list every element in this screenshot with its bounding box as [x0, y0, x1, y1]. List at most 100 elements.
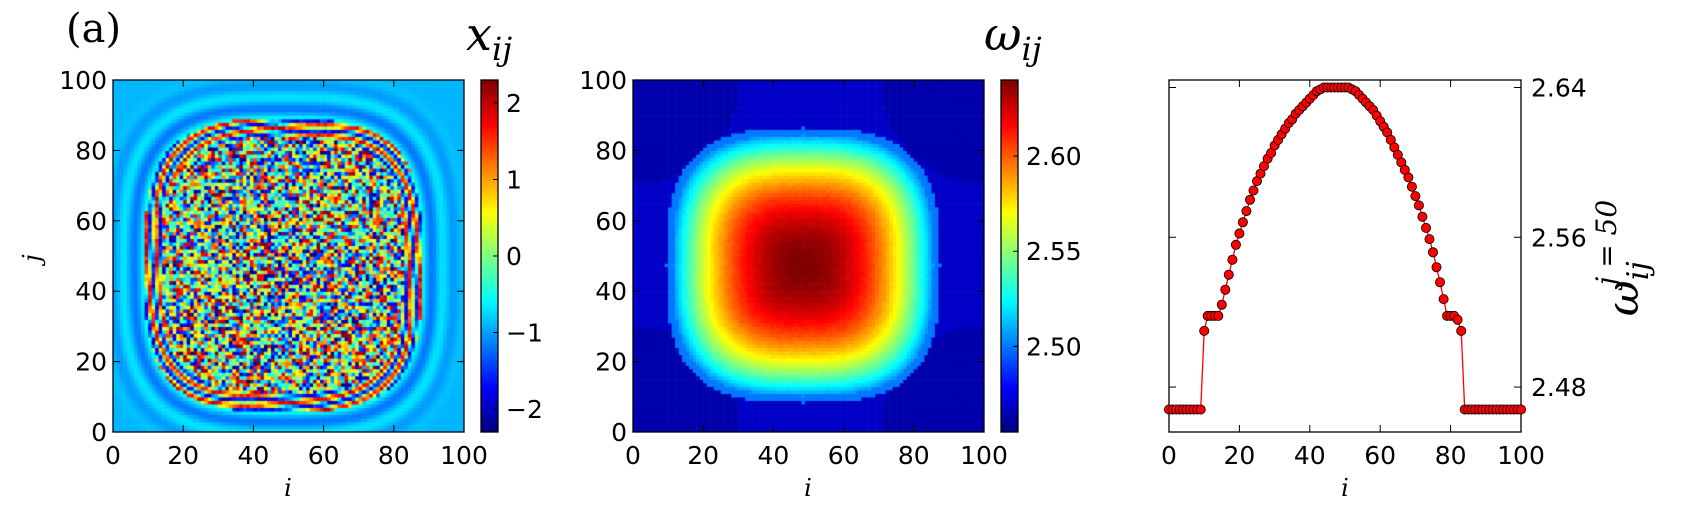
panel-line: 0 20 40 60 80 100 2.48 2.56 2.64 i ωijj = 50 [1161, 73, 1656, 502]
line-plot-frame [1168, 79, 1522, 433]
colorbar-tick-label: 2 [506, 89, 522, 118]
data-point [1245, 194, 1256, 205]
y-tick-label: 20 [595, 348, 627, 377]
y-tick-labels: 0 20 40 60 80 100 [59, 66, 464, 447]
x-tick-label: 100 [1497, 441, 1545, 470]
y-tick-label: 2.56 [1531, 223, 1587, 252]
data-point [1248, 185, 1259, 196]
heatmap-x-canvas [113, 80, 464, 432]
colorbar-tick-label: −2 [506, 395, 543, 424]
colorbar-x-canvas [481, 80, 498, 432]
data-point [1452, 314, 1463, 325]
heatmap-omega-container [633, 80, 984, 432]
panel-x: 0 20 40 60 80 100 0 20 40 60 80 100 i j −2 −1 0 1 2 xi… [18, 7, 543, 502]
y-tick-label: 0 [611, 418, 627, 447]
y-tick-label: 80 [75, 136, 107, 165]
x-tick-label: 20 [1223, 441, 1255, 470]
y-tick-label: 100 [579, 66, 627, 95]
heatmap-x-container [113, 80, 464, 432]
x-tick-label: 80 [378, 441, 410, 470]
x-tick-label: 20 [167, 441, 199, 470]
y-tick-labels: 2.48 2.56 2.64 [1169, 73, 1587, 402]
x-tick-label: 80 [898, 441, 930, 470]
data-point [1406, 181, 1417, 192]
x-tick-label: 100 [440, 441, 488, 470]
data-point [1413, 200, 1424, 211]
panel-omega: 0 20 40 60 80 100 0 20 40 60 80 100 i 2.50 2.55 2.60… [579, 7, 1081, 502]
colorbar-tick-label: 2.60 [1026, 142, 1082, 171]
colorbar-omega-frame [1000, 79, 1019, 433]
data-point [1230, 239, 1241, 250]
colorbar-tick-label: 2.50 [1026, 332, 1082, 361]
x-tick-label: 80 [1435, 441, 1467, 470]
data-point [1227, 254, 1238, 265]
data-point [1220, 284, 1231, 295]
y-tick-label: 80 [595, 136, 627, 165]
heatmap-omega-frame [632, 79, 985, 433]
heatmap-omega-canvas [633, 80, 984, 432]
colorbar-tick-label: 0 [506, 242, 522, 271]
data-point [1456, 325, 1467, 336]
data-point [1428, 247, 1439, 258]
data-point [1199, 325, 1210, 336]
x-tick-label: 0 [105, 441, 121, 470]
data-point [1403, 172, 1414, 183]
y-tick-label: 0 [91, 418, 107, 447]
y-tick-label: 20 [75, 348, 107, 377]
x-tick-label: 0 [1161, 441, 1177, 470]
y-tick-label: 40 [595, 277, 627, 306]
y-axis-label: ωijj = 50 [1590, 200, 1656, 316]
x-tick-labels: 0 20 40 60 80 100 [1161, 80, 1545, 470]
x-tick-label: 60 [828, 441, 860, 470]
y-tick-label: 60 [595, 207, 627, 236]
y-tick-label: 100 [59, 66, 107, 95]
colorbar-omega-tick-labels: 2.50 2.55 2.60 [1013, 142, 1082, 361]
x-tick-labels: 0 20 40 60 80 100 [105, 80, 488, 470]
colorbar-omega-canvas [1001, 80, 1018, 432]
y-tick-labels: 0 20 40 60 80 100 [579, 66, 984, 447]
x-axis-label: i [284, 474, 292, 502]
colorbar-x-container [481, 80, 498, 432]
y-tick-label: 40 [75, 277, 107, 306]
data-point [1213, 310, 1224, 321]
data-point [1410, 191, 1421, 202]
x-tick-label: 40 [757, 441, 789, 470]
colorbar-x-title: xij [466, 7, 512, 68]
y-tick-label: 2.48 [1531, 373, 1587, 402]
data-point [1195, 404, 1206, 415]
data-point [1421, 222, 1432, 233]
x-tick-label: 40 [1294, 441, 1326, 470]
data-point [1241, 206, 1252, 217]
data-point [1431, 262, 1442, 273]
y-tick-label: 60 [75, 207, 107, 236]
line-series [1164, 82, 1527, 415]
data-point [1234, 228, 1245, 239]
x-tick-label: 100 [960, 441, 1008, 470]
data-point [1223, 269, 1234, 280]
x-tick-label: 40 [237, 441, 269, 470]
colorbar-tick-label: 1 [506, 165, 522, 194]
data-point [1417, 211, 1428, 222]
y-axis-label: j [18, 254, 46, 267]
colorbar-tick-label: 2.55 [1026, 237, 1082, 266]
colorbar-omega-title: ωij [984, 7, 1042, 68]
data-point [1424, 234, 1435, 245]
y-tick-label: 2.64 [1531, 73, 1587, 102]
data-point [1237, 217, 1248, 228]
colorbar-x-tick-labels: −2 −1 0 1 2 [493, 89, 543, 424]
figure-label: (a) [66, 6, 121, 52]
colorbar-omega-container [1001, 80, 1018, 432]
data-point [1216, 299, 1227, 310]
x-axis-label: i [1341, 474, 1349, 502]
data-point [1438, 294, 1449, 305]
x-tick-labels: 0 20 40 60 80 100 [625, 80, 1008, 470]
series-line [1169, 86, 1521, 411]
x-axis-label: i [804, 474, 812, 502]
heatmap-x-frame [112, 79, 465, 433]
x-tick-label: 20 [687, 441, 719, 470]
data-point [1435, 277, 1446, 288]
x-tick-label: 60 [1364, 441, 1396, 470]
colorbar-tick-label: −1 [506, 319, 543, 348]
x-tick-label: 60 [308, 441, 340, 470]
